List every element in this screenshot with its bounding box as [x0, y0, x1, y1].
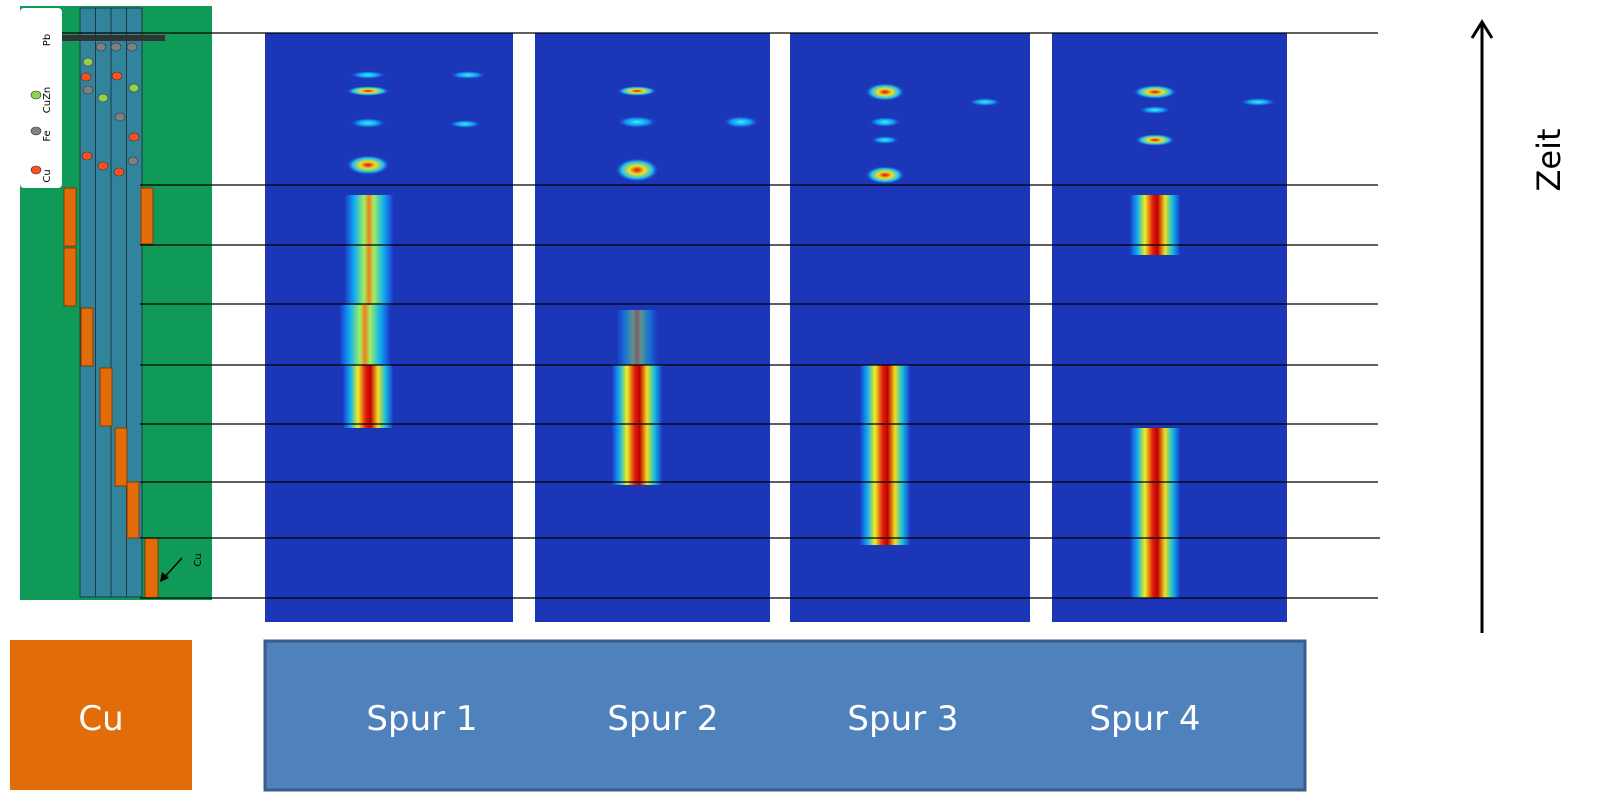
heatmaps — [265, 33, 1287, 622]
legend-label: Pb — [42, 34, 53, 46]
track-label: Spur 1 — [366, 699, 477, 739]
legend-label: Fe — [42, 130, 53, 141]
axis-label: Zeit — [1530, 128, 1568, 191]
track-label: Spur 2 — [607, 699, 718, 739]
pb-bar — [62, 35, 165, 41]
schematic: Pb CuZn Fe Cu Cu — [20, 6, 212, 600]
track-label: Spur 3 — [847, 699, 958, 739]
track-label: Spur 4 — [1089, 699, 1200, 739]
arrow-label: Cu — [193, 553, 204, 566]
figure: Pb CuZn Fe Cu Cu Cu Spur 1 Spur 2 Spur 3 — [0, 0, 1598, 804]
legend — [20, 8, 62, 188]
element-label: Cu — [78, 699, 123, 739]
legend-label: Cu — [42, 169, 53, 182]
legend-label: CuZn — [42, 87, 53, 114]
